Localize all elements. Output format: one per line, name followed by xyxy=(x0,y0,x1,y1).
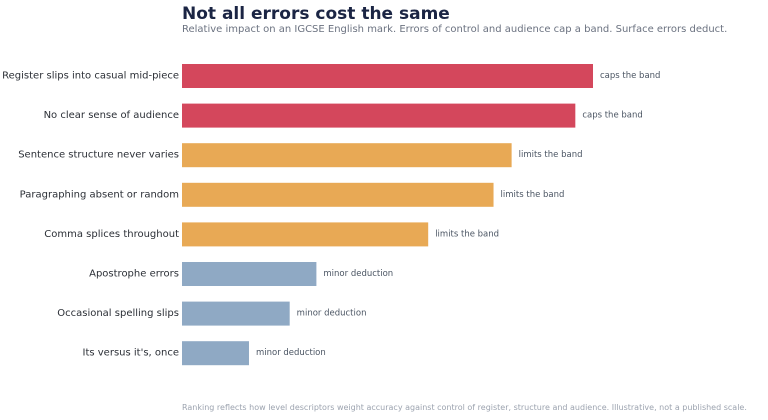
data-label-paragraphing-absent-or-random: limits the band xyxy=(501,190,565,200)
bar-comma-splices-throughout xyxy=(182,222,429,247)
bar-register-slips-into-casual-mid-piece xyxy=(182,64,593,88)
bar-paragraphing-absent-or-random xyxy=(182,182,494,207)
bar-occasional-spelling-slips xyxy=(182,301,290,326)
data-label-register-slips-into-casual-mid-piece: caps the band xyxy=(600,71,660,81)
category-label-comma-splices-throughout: Comma splices throughout xyxy=(44,229,179,240)
data-label-occasional-spelling-slips: minor deduction xyxy=(297,309,367,319)
category-label-occasional-spelling-slips: Occasional spelling slips xyxy=(57,308,179,319)
data-label-apostrophe-errors: minor deduction xyxy=(323,269,393,279)
chart-title: Not all errors cost the same xyxy=(182,4,450,24)
chart-footnote: Ranking reflects how level descriptors w… xyxy=(182,403,747,412)
data-label-its-versus-it-s-once: minor deduction xyxy=(256,348,326,358)
bar-no-clear-sense-of-audience xyxy=(182,103,576,128)
category-label-apostrophe-errors: Apostrophe errors xyxy=(89,269,179,280)
bar-apostrophe-errors xyxy=(182,262,317,286)
category-label-sentence-structure-never-varies: Sentence structure never varies xyxy=(18,150,179,161)
bar-its-versus-it-s-once xyxy=(182,341,249,366)
category-label-paragraphing-absent-or-random: Paragraphing absent or random xyxy=(20,189,179,200)
category-label-register-slips-into-casual-mid-piece: Register slips into casual mid-piece xyxy=(2,71,179,82)
data-label-sentence-structure-never-varies: limits the band xyxy=(519,150,583,160)
data-label-comma-splices-throughout: limits the band xyxy=(435,229,499,239)
category-label-no-clear-sense-of-audience: No clear sense of audience xyxy=(44,110,179,121)
chart-subtitle: Relative impact on an IGCSE English mark… xyxy=(182,24,728,35)
data-label-no-clear-sense-of-audience: caps the band xyxy=(582,111,642,121)
bar-sentence-structure-never-varies xyxy=(182,143,512,168)
category-label-its-versus-it-s-once: Its versus it's, once xyxy=(83,348,180,359)
